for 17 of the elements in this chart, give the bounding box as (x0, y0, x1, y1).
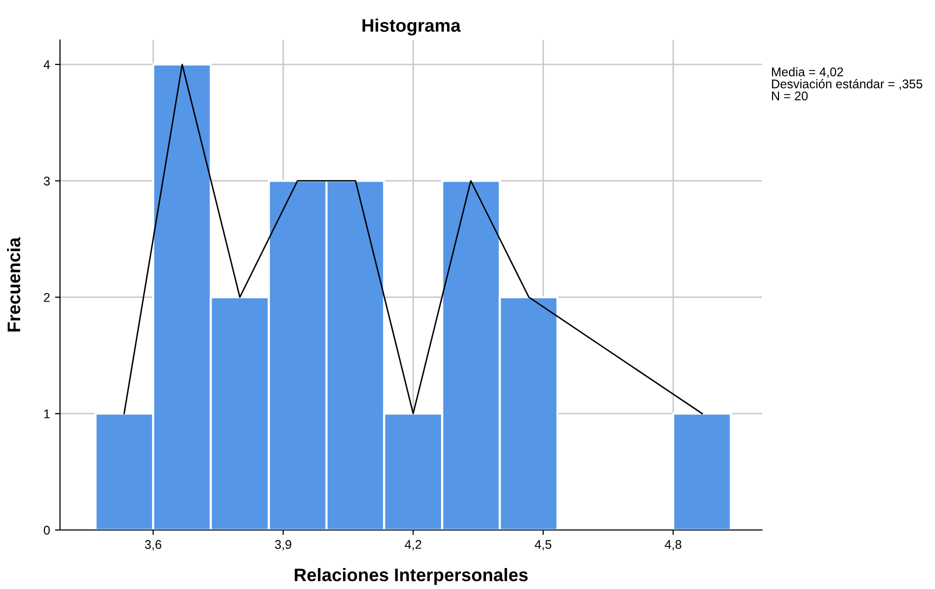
x-tick-label: 4,8 (664, 540, 682, 550)
x-tick-label: 4,2 (404, 540, 422, 550)
x-tick-label: 4,5 (534, 540, 552, 550)
y-tick-label: 0 (44, 526, 50, 535)
text: Media = 4,02 (772, 67, 843, 78)
text: N = 20 (772, 92, 808, 100)
y-tick-label: 4 (44, 60, 50, 69)
y-tick-label: 3 (44, 176, 50, 186)
x-axis-title: Relaciones Interpersonales (294, 568, 528, 585)
y-axis-title: Frecuencia (7, 237, 20, 332)
text: Desviación estándar = ,355 (772, 79, 922, 90)
y-tick-label: 2 (44, 293, 50, 302)
x-tick-label: 3,9 (274, 540, 292, 550)
y-tick-label: 1 (44, 410, 50, 418)
chart-title: Histograma (362, 18, 461, 36)
line-series (123, 64, 703, 414)
x-tick-label: 3,6 (144, 540, 162, 550)
